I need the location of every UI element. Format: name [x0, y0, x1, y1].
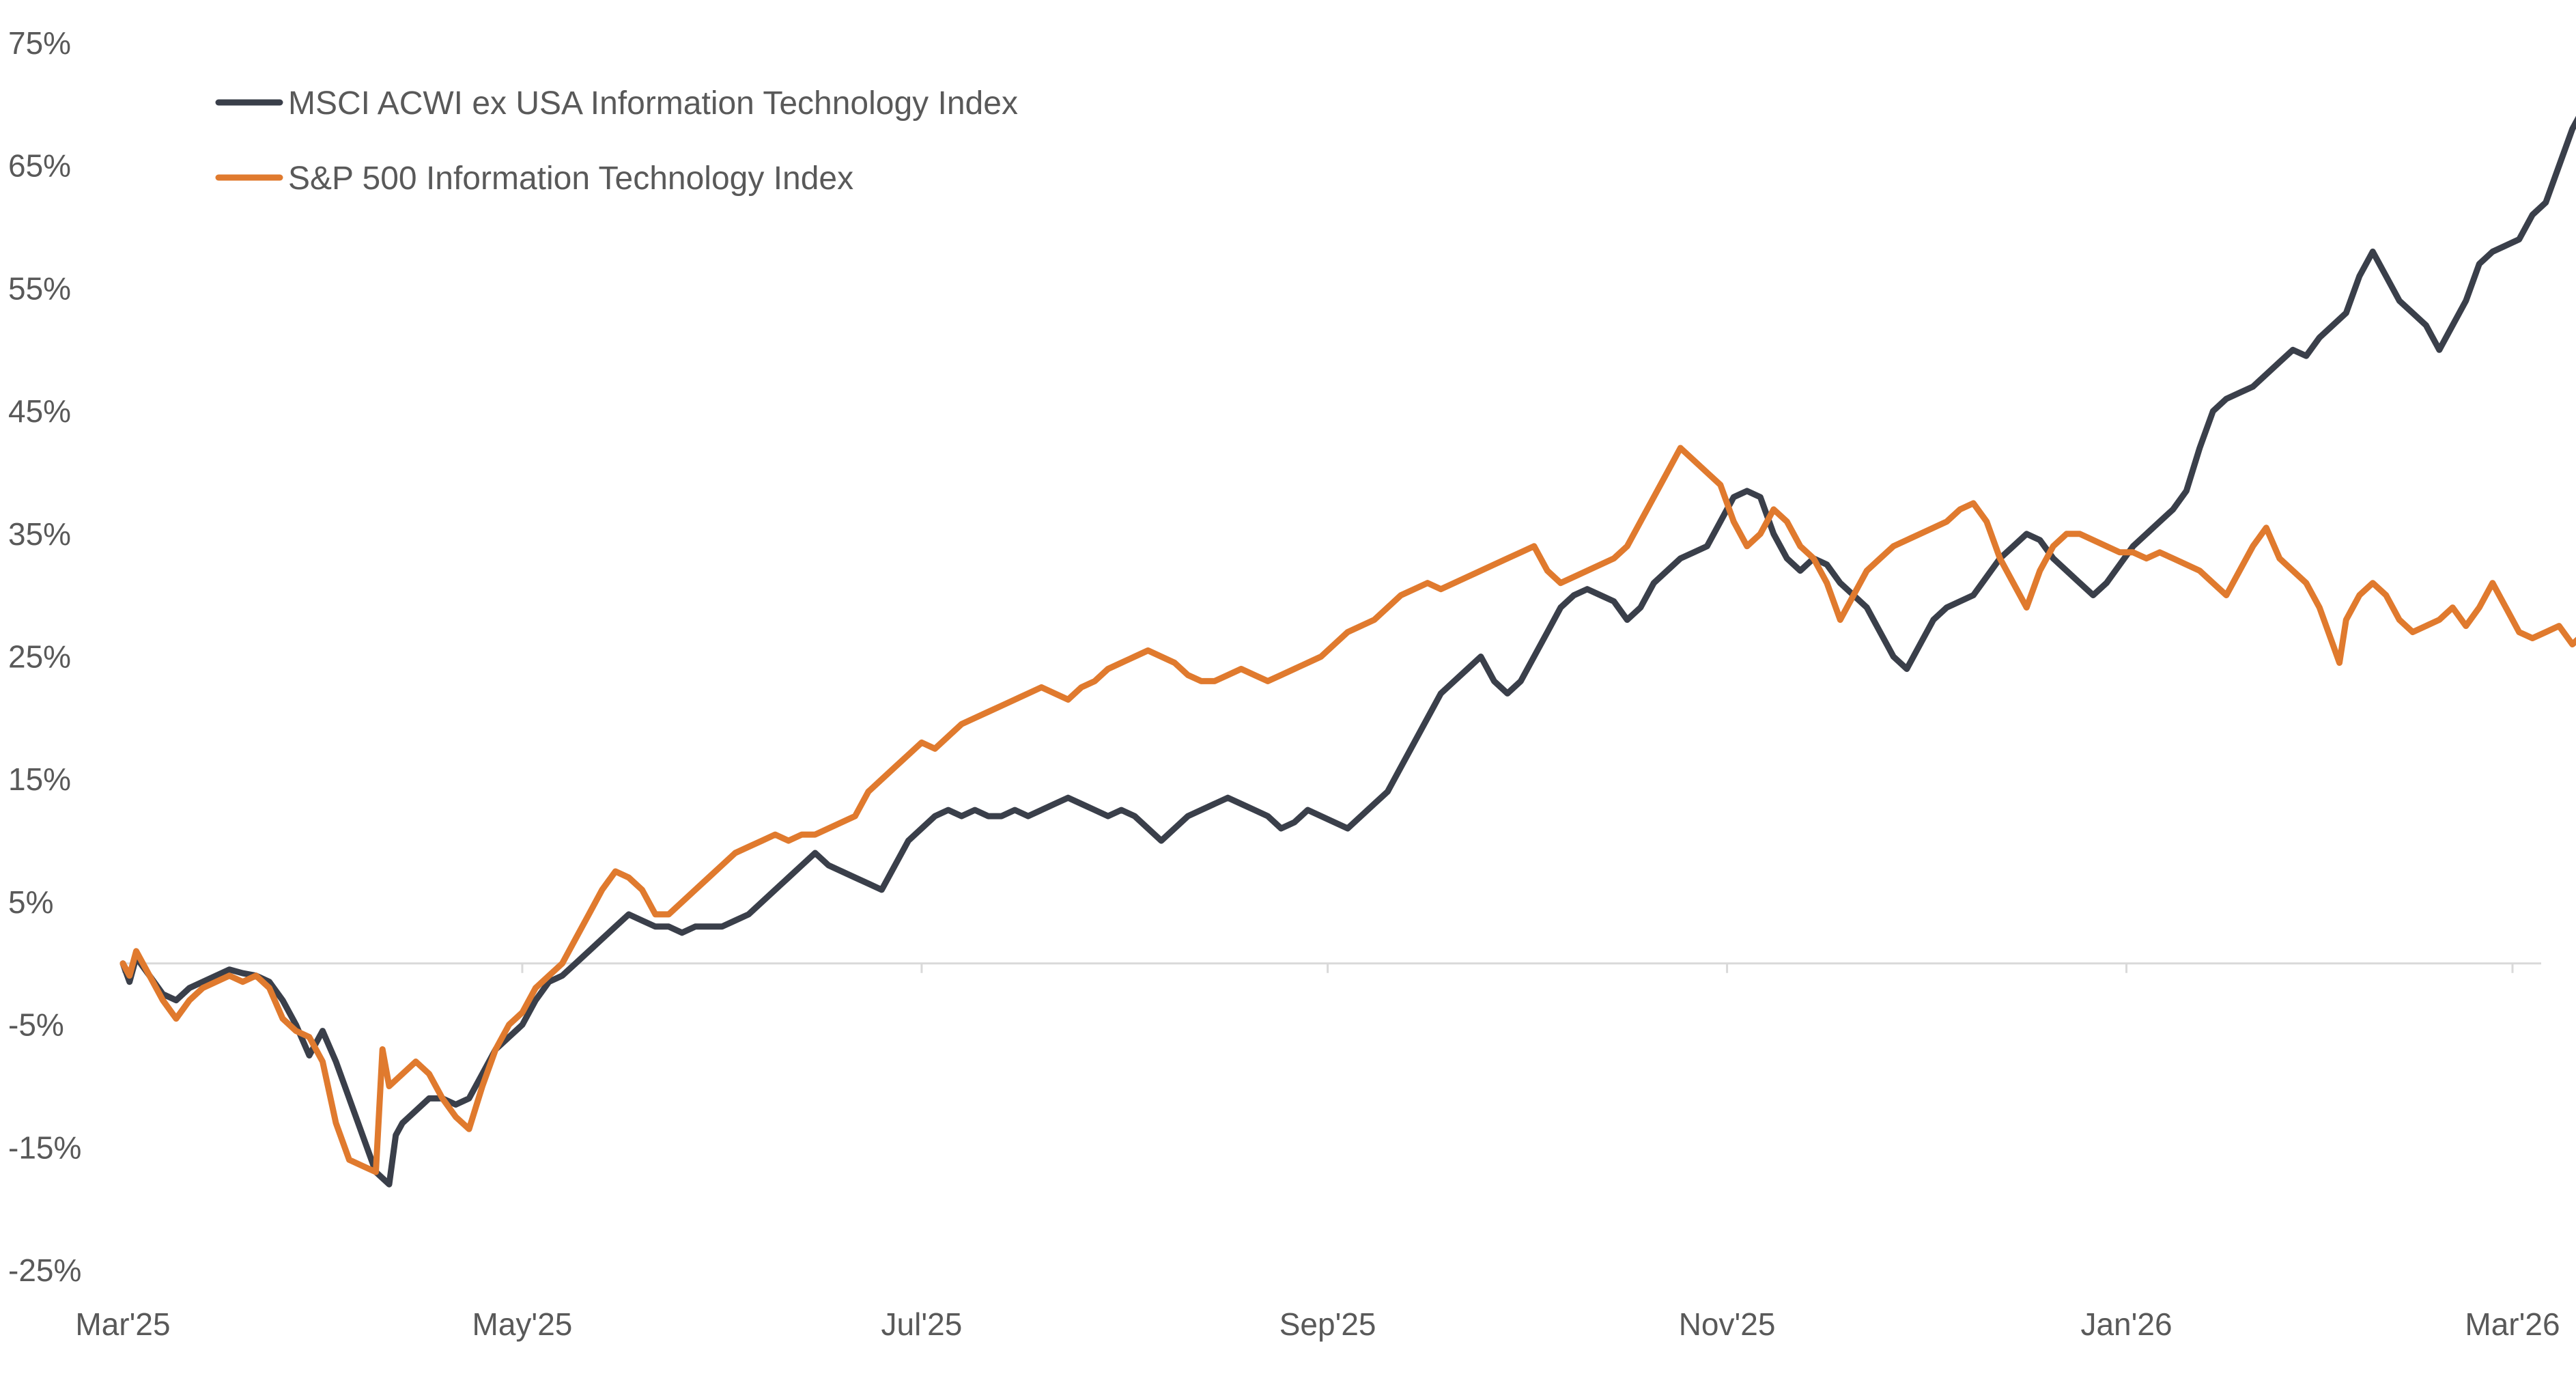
x-tick-label: May'25 [472, 1306, 573, 1342]
y-tick-label: 75% [8, 25, 71, 61]
y-tick-label: -15% [8, 1130, 81, 1165]
y-tick-label: 65% [8, 148, 71, 184]
x-tick-label: Nov'25 [1679, 1306, 1776, 1342]
y-tick-label: 45% [8, 393, 71, 429]
series-layer [119, 115, 2576, 1188]
y-tick-label: -5% [8, 1007, 64, 1043]
y-tick-label: 35% [8, 516, 71, 552]
y-tick-label: 5% [8, 884, 53, 920]
y-tick-label: 55% [8, 270, 71, 306]
y-axis: 75% 65% 55% 45% 35% 25% 15% 5% -5% -15% -25% [8, 25, 81, 1288]
y-tick-label: 15% [8, 761, 71, 797]
x-axis: Mar'25 May'25 Jul'25 Sep'25 Nov'25 Jan'26 Mar'… [75, 962, 2560, 1342]
legend: MSCI ACWI ex USA Information Technology … [215, 85, 1018, 197]
y-tick-label: 25% [8, 639, 71, 675]
legend-label-sp500: S&P 500 Information Technology Index [288, 160, 853, 197]
x-tick-label: Jul'25 [881, 1306, 963, 1342]
series-line-sp500-it [119, 445, 2576, 1175]
y-tick-label: -25% [8, 1252, 81, 1288]
x-tick-label: Jan'26 [2080, 1306, 2172, 1342]
series-line-msci-acwi-ex-usa-it [119, 115, 2576, 1188]
x-tick-label: Mar'25 [75, 1306, 170, 1342]
legend-label-msci: MSCI ACWI ex USA Information Technology … [288, 85, 1018, 122]
x-tick-label: Sep'25 [1279, 1306, 1376, 1342]
x-tick-label: Mar'26 [2465, 1306, 2560, 1342]
